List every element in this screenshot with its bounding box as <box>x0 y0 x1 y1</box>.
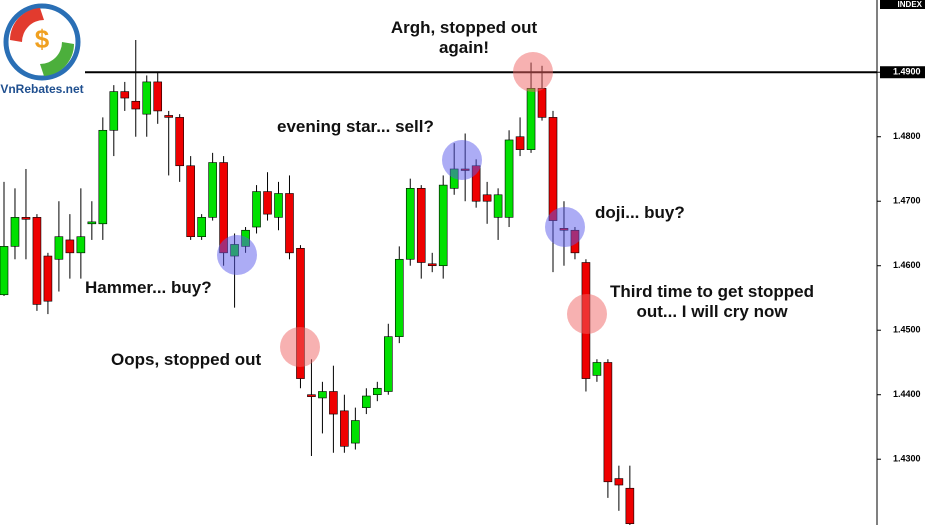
candle-body <box>252 191 261 228</box>
candle-body <box>76 236 86 254</box>
annotation: Third time to get stopped out... I will … <box>610 282 814 321</box>
candle-body <box>493 194 503 218</box>
candle-body <box>87 221 97 225</box>
y-tick-label: 1.4300 <box>893 454 921 464</box>
candle-body <box>362 395 371 408</box>
candle-body <box>109 91 119 131</box>
candle-body <box>175 117 184 167</box>
y-tick-label: 1.4400 <box>893 389 921 399</box>
candle-body <box>10 217 20 247</box>
y-tick-label: 1.4600 <box>893 260 921 270</box>
candle-body <box>504 139 514 218</box>
candle-body <box>482 194 492 202</box>
candle-body <box>197 217 206 238</box>
highlight-circle <box>513 52 553 92</box>
annotation: doji... buy? <box>595 203 685 222</box>
candle-body <box>164 115 173 118</box>
y-tick-label: 1.4900 <box>893 67 921 77</box>
candle-body <box>0 246 9 296</box>
annotation: evening star... sell? <box>277 117 434 136</box>
candle-body <box>351 420 360 444</box>
candle-body <box>592 362 602 376</box>
candle-body <box>208 162 217 218</box>
candle-body <box>625 487 635 525</box>
annotation: Argh, stopped out again! <box>390 18 538 57</box>
candle-body <box>186 165 195 238</box>
candle-body <box>131 100 141 110</box>
candle-body <box>98 129 108 225</box>
candle-body <box>515 136 525 150</box>
axis-label: INDEX <box>898 0 923 9</box>
y-tick-label: 1.4800 <box>893 131 921 141</box>
candle-body <box>65 239 75 254</box>
candles <box>0 39 635 525</box>
candle-body <box>296 248 305 379</box>
candle-body <box>329 391 338 415</box>
candle-body <box>274 193 283 218</box>
candle-body <box>427 263 437 267</box>
candle-body <box>54 236 64 260</box>
candle-body <box>383 336 393 392</box>
candle-body <box>416 188 426 263</box>
axis-label-box <box>880 0 925 9</box>
candle-body <box>394 258 404 337</box>
candle-body <box>142 81 152 115</box>
axis-panel <box>877 0 925 525</box>
logo-swoosh-red <box>9 8 44 42</box>
candle-body <box>120 91 130 99</box>
logo-swoosh-green <box>40 42 75 76</box>
candle-body <box>405 188 415 260</box>
highlight-circle <box>545 207 585 247</box>
annotation: Oops, stopped out <box>111 350 262 369</box>
highlight-circle <box>217 235 257 275</box>
candle-body <box>307 394 316 397</box>
y-tick-label: 1.4500 <box>893 325 921 335</box>
logo-icon: $ <box>35 24 50 54</box>
candle-body <box>340 410 349 447</box>
candle-body <box>603 362 613 483</box>
candle-body <box>263 191 272 215</box>
highlight-circle <box>442 140 482 180</box>
y-tick-highlight <box>880 66 925 79</box>
highlight-circle <box>567 294 607 334</box>
candle-body <box>373 387 382 396</box>
candle-body <box>526 88 536 150</box>
candle-body <box>32 217 42 305</box>
candle-body <box>614 478 624 486</box>
candle-body <box>43 255 53 302</box>
candle-body <box>318 391 327 399</box>
y-tick-label: 1.4700 <box>893 196 921 206</box>
annotation: Hammer... buy? <box>85 278 212 297</box>
candle-body <box>21 217 31 220</box>
logo: $ VnRebates.net <box>0 3 84 96</box>
candle-body <box>285 193 294 254</box>
candle-body <box>153 81 163 112</box>
candle-body <box>438 184 448 267</box>
highlight-circle <box>280 327 320 367</box>
candle-body <box>537 88 547 118</box>
logo-text: VnRebates.net <box>0 82 83 96</box>
candle-body <box>548 117 558 221</box>
